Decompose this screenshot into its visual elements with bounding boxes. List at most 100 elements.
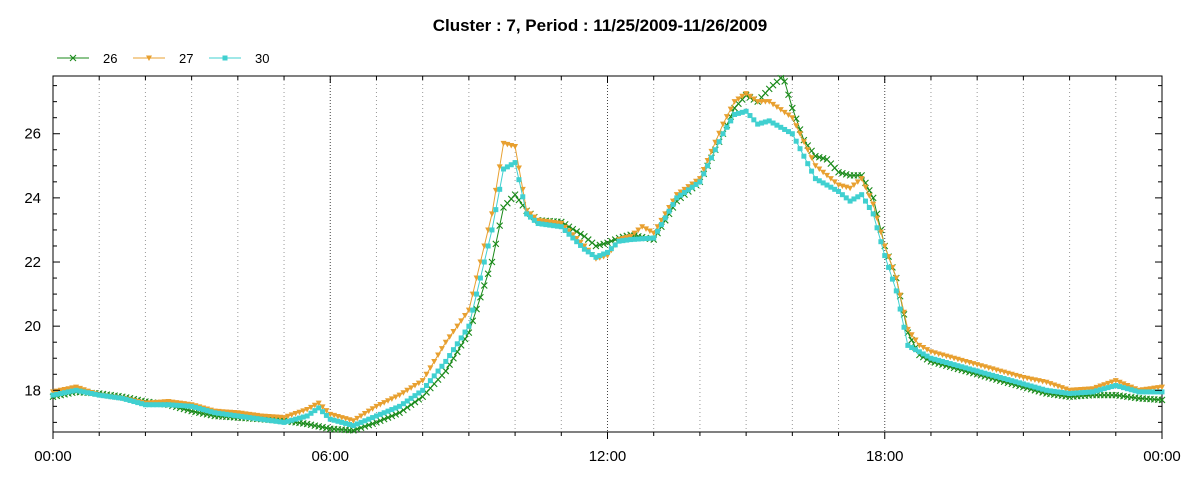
series-point-30 [354, 421, 360, 427]
series-point-30 [901, 324, 907, 330]
series-point-30 [859, 192, 865, 198]
series-point-30 [296, 415, 302, 421]
series-point-30 [212, 410, 218, 416]
series-point-27 [646, 228, 653, 235]
series-point-27 [435, 352, 442, 359]
series-point-30 [778, 124, 784, 130]
series-point-27 [696, 176, 703, 182]
series-point-30 [427, 378, 433, 384]
series-point-30 [990, 372, 996, 378]
series-point-30 [658, 222, 664, 228]
series-point-30 [812, 176, 818, 182]
series-point-30 [266, 417, 272, 423]
series-point-30 [347, 422, 353, 428]
series-point-27 [1074, 387, 1081, 393]
series-point-30 [1090, 389, 1096, 395]
series-point-30 [851, 196, 857, 202]
series-point-30 [712, 147, 718, 153]
series-point-26 [812, 152, 819, 160]
series-point-30 [1155, 389, 1161, 395]
series-point-27 [523, 208, 530, 214]
series-point-27 [639, 224, 646, 230]
series-point-30 [909, 345, 915, 351]
series-point-30 [689, 184, 695, 190]
series-point-30 [955, 363, 961, 369]
series-point-30 [551, 223, 557, 229]
series-point-30 [824, 182, 830, 188]
legend-marker [69, 54, 77, 62]
series-point-30 [581, 246, 587, 252]
series-point-30 [1101, 386, 1107, 392]
series-point-30 [470, 307, 476, 313]
series-point-30 [593, 254, 599, 260]
series-point-27 [773, 104, 780, 111]
series-point-30 [809, 168, 815, 174]
series-point-27 [770, 101, 777, 108]
series-point-27 [388, 396, 395, 402]
series-point-27 [307, 404, 314, 411]
series-point-27 [789, 115, 796, 121]
series-point-27 [350, 418, 357, 424]
series-point-26 [380, 415, 388, 423]
series-point-27 [415, 380, 422, 387]
series-point-30 [497, 186, 503, 192]
series-point-30 [693, 182, 699, 188]
series-point-30 [743, 108, 749, 114]
series-point-30 [477, 275, 483, 281]
series-point-27 [812, 163, 819, 169]
series-point-27 [281, 415, 288, 421]
series-point-30 [312, 408, 318, 414]
legend-label: 30 [255, 51, 269, 66]
series-point-30 [81, 389, 87, 395]
series-30 [50, 108, 1165, 429]
series-point-27 [804, 147, 811, 153]
series-point-30 [269, 418, 275, 424]
series-point-30 [1047, 388, 1053, 394]
series-point-30 [1082, 389, 1088, 395]
series-point-30 [250, 415, 256, 421]
series-point-30 [420, 387, 426, 393]
series-point-30 [1051, 388, 1057, 394]
series-point-30 [370, 415, 376, 421]
series-point-27 [515, 165, 522, 171]
series-point-30 [115, 395, 121, 401]
series-point-30 [527, 214, 533, 220]
series-point-30 [1136, 389, 1142, 395]
series-point-30 [258, 416, 264, 422]
series-point-30 [219, 411, 225, 417]
series-point-30 [655, 228, 661, 234]
series-point-30 [1120, 385, 1126, 391]
series-point-30 [578, 242, 584, 248]
series-point-30 [685, 187, 691, 193]
series-point-27 [396, 392, 403, 399]
series-point-30 [566, 231, 572, 237]
series-point-30 [119, 395, 125, 401]
series-point-30 [65, 389, 71, 395]
series-point-27 [850, 182, 857, 189]
series-point-30 [285, 418, 291, 424]
series-point-27 [361, 411, 368, 417]
series-point-30 [759, 120, 765, 126]
series-point-27 [311, 402, 318, 409]
series-point-30 [889, 276, 895, 282]
series-point-30 [612, 242, 618, 248]
series-point-27 [816, 166, 823, 173]
series-point-30 [1063, 390, 1069, 396]
legend-item-26: 26 [57, 51, 117, 66]
series-point-30 [489, 227, 495, 233]
series-point-30 [678, 192, 684, 198]
series-point-27 [315, 400, 322, 407]
series-point-27 [358, 413, 365, 419]
series-point-26 [1158, 396, 1166, 404]
legend: 26 27 30 [57, 51, 269, 66]
series-point-27 [1081, 386, 1088, 393]
series-point-27 [1078, 387, 1085, 393]
legend-item-27: 27 [133, 51, 193, 66]
series-point-27 [1147, 386, 1154, 392]
series-point-30 [404, 398, 410, 404]
series-point-30 [123, 396, 129, 402]
series-point-27 [462, 312, 469, 319]
series-point-30 [1128, 387, 1134, 393]
y-tick-label: 20 [24, 318, 41, 335]
series-point-30 [1144, 389, 1150, 395]
